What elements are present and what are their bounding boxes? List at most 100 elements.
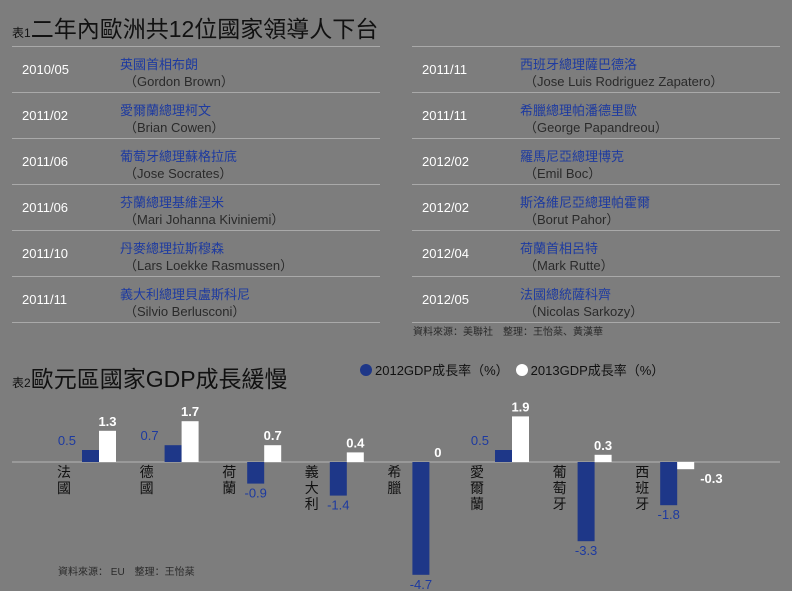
table-row: 2010/05 英國首相布朗 （Gordon Brown） <box>12 47 380 93</box>
category-label: 荷蘭 <box>222 464 236 496</box>
row-name: 葡萄牙總理蘇格拉底 <box>120 149 238 164</box>
bar-2013 <box>99 430 116 462</box>
row-date: 2011/06 <box>22 200 69 215</box>
legend-label-2012: 2012GDP成長率（%） <box>375 363 509 378</box>
table-row: 2011/10 丹麥總理拉斯穆森 （Lars Loekke Rasmussen） <box>12 231 380 277</box>
data-label: -0.3 <box>700 471 722 486</box>
data-label: 0.7 <box>141 428 159 443</box>
chart-prefix: 表2 <box>12 376 31 390</box>
bar-2012 <box>412 462 430 575</box>
data-label: -3.3 <box>575 543 597 558</box>
bar-2013 <box>346 452 364 462</box>
category-label: 西班牙 <box>635 464 649 512</box>
row-name: 希臘總理帕潘德里歐 <box>520 103 638 118</box>
row-en: （Nicolas Sarkozy） <box>524 304 644 319</box>
bar-2013 <box>264 445 282 462</box>
table-row: 2011/11 西班牙總理薩巴德洛 （Jose Luis Rodriguez Zap… <box>412 47 780 93</box>
category-label: 法國 <box>57 464 71 496</box>
table-row: 2012/04 荷蘭首相呂特 （Mark Rutte） <box>412 231 780 277</box>
row-date: 2012/02 <box>422 154 469 169</box>
data-label: 1.9 <box>511 399 529 414</box>
data-label: 1.7 <box>181 404 199 419</box>
row-date: 2011/11 <box>22 292 68 307</box>
row-en: （George Papandreou） <box>524 120 668 135</box>
row-date: 2012/04 <box>422 246 469 261</box>
table1-title: 表1二年內歐洲共12位國家領導人下台 <box>12 10 378 44</box>
row-name: 羅馬尼亞總理博克 <box>520 149 625 164</box>
category-label: 義大利 <box>305 464 319 512</box>
data-label: 0.7 <box>264 428 282 443</box>
table-row: 2011/06 芬蘭總理基維涅米 （Mari Johanna Kiviniemi） <box>12 185 380 231</box>
data-label: 1.3 <box>98 414 116 429</box>
bar-2012 <box>164 445 182 462</box>
table1-prefix: 表1 <box>12 26 31 40</box>
bar-2012 <box>660 462 678 506</box>
row-date: 2011/10 <box>22 246 69 261</box>
row-date: 2012/02 <box>422 200 469 215</box>
row-date: 2011/02 <box>22 108 69 123</box>
row-en: （Brian Cowen） <box>124 120 225 135</box>
data-label: 0.3 <box>594 438 612 453</box>
data-label: 0.5 <box>471 433 489 448</box>
table-row: 2012/02 羅馬尼亞總理博克 （Emil Boc） <box>412 139 780 185</box>
row-en: （Jose Socrates） <box>124 166 233 181</box>
chart-title: 表2歐元區國家GDP成長緩慢 <box>12 360 288 394</box>
row-name: 英國首相布朗 <box>120 57 199 72</box>
bar-2012 <box>82 450 99 462</box>
legend: 2012GDP成長率（%） 2013GDP成長率（%） <box>360 360 664 379</box>
table-row: 2011/02 愛爾蘭總理柯文 （Brian Cowen） <box>12 93 380 139</box>
legend-label-2013: 2013GDP成長率（%） <box>530 363 665 378</box>
table1-left: 2010/05 英國首相布朗 （Gordon Brown） 2011/02 愛爾蘭總理柯… <box>12 46 380 323</box>
legend-swatch-2012 <box>360 363 372 376</box>
data-label: -4.7 <box>410 577 432 591</box>
row-date: 2011/11 <box>422 62 468 77</box>
row-en: （Mari Johanna Kiviniemi） <box>124 212 285 227</box>
row-en: （Gordon Brown） <box>124 74 234 89</box>
row-en: （Emil Boc） <box>524 166 602 181</box>
row-name: 西班牙總理薩巴德洛 <box>520 57 638 72</box>
table1-title-text: 二年內歐洲共12位國家領導人下台 <box>30 16 379 42</box>
row-date: 2011/06 <box>22 154 69 169</box>
data-label: 0.4 <box>346 435 365 450</box>
row-name: 丹麥總理拉斯穆森 <box>120 241 225 256</box>
row-date: 2010/05 <box>22 62 69 77</box>
row-name: 荷蘭首相呂特 <box>520 241 599 256</box>
bar-2012 <box>329 462 347 496</box>
table1-source: 資料來源：美聯社 整理：王怡棻、黃漢華 <box>413 327 603 338</box>
category-label: 德國 <box>140 464 154 496</box>
row-en: （Mark Rutte） <box>524 258 614 273</box>
row-name: 芬蘭總理基維涅米 <box>120 195 225 210</box>
table-row: 2011/06 葡萄牙總理蘇格拉底 （Jose Socrates） <box>12 139 380 185</box>
row-date: 2012/05 <box>422 292 469 307</box>
table-row: 2012/02 斯洛維尼亞總理帕霍爾 （Borut Pahor） <box>412 185 780 231</box>
row-en: （Silvio Berlusconi） <box>124 304 246 319</box>
bar-2013 <box>594 454 612 462</box>
bar-2012 <box>577 462 595 542</box>
category-label: 葡萄牙 <box>553 464 567 512</box>
bar-2013 <box>512 416 529 462</box>
table-row: 2011/11 希臘總理帕潘德里歐 （George Papandreou） <box>412 93 780 139</box>
row-name: 義大利總理貝盧斯科尼 <box>120 287 251 302</box>
category-label: 希臘 <box>387 464 401 496</box>
chart-source: 資料來源： EU 整理：王怡棻 <box>58 567 195 578</box>
table-row: 2012/05 法國總統薩科齊 （Nicolas Sarkozy） <box>412 277 780 323</box>
row-name: 愛爾蘭總理柯文 <box>120 103 212 118</box>
bar-2012 <box>247 462 265 484</box>
data-label: 0 <box>434 445 441 460</box>
data-label: -0.9 <box>244 486 266 501</box>
row-en: （Lars Loekke Rasmussen） <box>124 258 294 273</box>
row-en: （Jose Luis Rodriguez Zapatero） <box>524 74 724 89</box>
category-label: 愛爾蘭 <box>470 464 484 512</box>
table1-right: 2011/11 西班牙總理薩巴德洛 （Jose Luis Rodriguez Zap… <box>412 46 780 323</box>
row-en: （Borut Pahor） <box>524 212 620 227</box>
chart-title-text: 歐元區國家GDP成長緩慢 <box>30 366 288 392</box>
row-date: 2011/11 <box>422 108 468 123</box>
bar-2013 <box>181 421 199 462</box>
row-name: 斯洛維尼亞總理帕霍爾 <box>520 195 651 210</box>
legend-swatch-2013 <box>515 363 528 376</box>
bar-2013 <box>677 462 695 470</box>
data-label: -1.8 <box>657 507 679 522</box>
data-label: -1.4 <box>327 498 349 513</box>
data-label: 0.5 <box>58 433 76 448</box>
